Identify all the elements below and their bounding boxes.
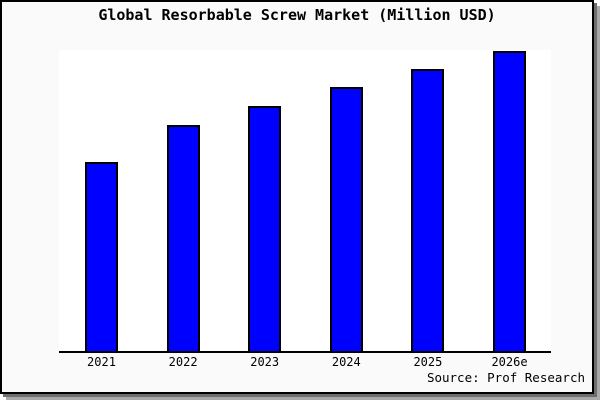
bar-2023 (248, 106, 282, 351)
x-tick-label-2024: 2024 (331, 355, 361, 369)
x-tick-label-2023: 2023 (250, 355, 280, 369)
x-tick-label-2021: 2021 (87, 355, 116, 369)
chart-title: Global Resorbable Screw Market (Million … (98, 6, 496, 24)
bar-2024 (329, 87, 363, 351)
x-tick-label-2022: 2022 (168, 355, 198, 369)
bar-2026e (493, 51, 526, 351)
plot-area (59, 50, 551, 351)
source-credit: Source: Prof Research (426, 370, 585, 385)
x-tick-label-2026e: 2026e (491, 355, 528, 369)
x-axis-line (59, 351, 551, 353)
bar-2022 (166, 125, 200, 351)
bar-2021 (85, 162, 118, 351)
x-tick-label-2025: 2025 (413, 355, 443, 369)
bar-2025 (411, 69, 445, 351)
